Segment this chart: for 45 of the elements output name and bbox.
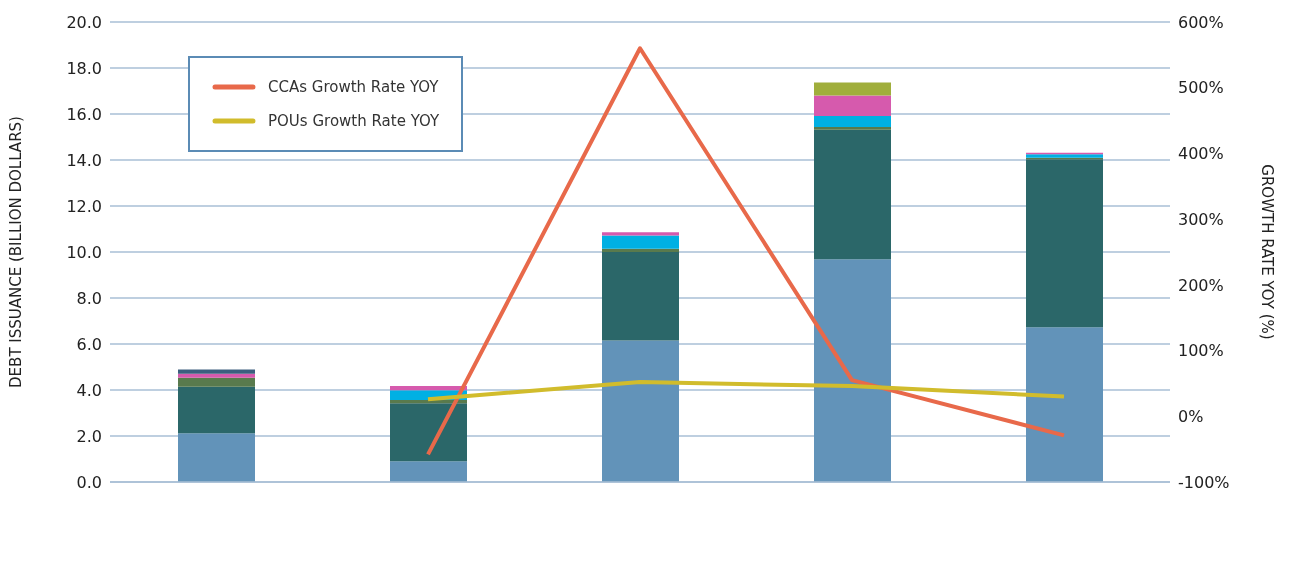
- bar: [178, 369, 255, 374]
- bar: [1026, 327, 1103, 482]
- bar: [390, 403, 467, 462]
- y-tick-label: 2.0: [76, 426, 102, 446]
- y-tick-label: 14.0: [66, 150, 102, 170]
- legend-label: CCAs Growth Rate YOY: [268, 78, 439, 96]
- bar: [602, 252, 679, 341]
- bar: [814, 116, 891, 128]
- y-tick-label: 20.0: [66, 12, 102, 32]
- bar: [602, 340, 679, 482]
- y2-tick-label: 400%: [1178, 144, 1224, 164]
- bar: [390, 386, 467, 391]
- bar: [1026, 159, 1103, 328]
- y2-tick-label: 200%: [1178, 275, 1224, 295]
- bar: [178, 433, 255, 482]
- bar: [814, 82, 891, 96]
- bar: [390, 461, 467, 482]
- y2-tick-label: 600%: [1178, 12, 1224, 32]
- y2-tick-label: 500%: [1178, 78, 1224, 98]
- y-tick-label: 4.0: [76, 380, 102, 400]
- bar: [602, 232, 679, 236]
- y2-tick-label: 0%: [1178, 406, 1204, 426]
- y-tick-label: 12.0: [66, 196, 102, 216]
- line-series: [426, 380, 1066, 402]
- legend-label: POUs Growth Rate YOY: [268, 112, 440, 130]
- y-tick-label: 8.0: [76, 288, 102, 308]
- y-tick-label: 6.0: [76, 334, 102, 354]
- y-tick-label: 0.0: [76, 472, 102, 492]
- y-tick-label: 16.0: [66, 104, 102, 124]
- y2-tick-label: 300%: [1178, 209, 1224, 229]
- bar: [814, 129, 891, 260]
- y-tick-label: 10.0: [66, 242, 102, 262]
- bar: [814, 127, 891, 130]
- bar: [814, 95, 891, 117]
- y-axis-title: DEBT ISSUANCE (BILLION DOLLARS): [7, 116, 26, 388]
- y2-axis-title: GROWTH RATE YOY (%): [1257, 164, 1276, 340]
- bar: [178, 377, 255, 387]
- y2-tick-label: 100%: [1178, 341, 1224, 361]
- y-tick-label: 18.0: [66, 58, 102, 78]
- bar: [602, 235, 679, 249]
- bar: [178, 373, 255, 378]
- bar: [602, 248, 679, 252]
- bar: [814, 259, 891, 482]
- y2-tick-label: -100%: [1178, 472, 1230, 492]
- bar: [178, 386, 255, 434]
